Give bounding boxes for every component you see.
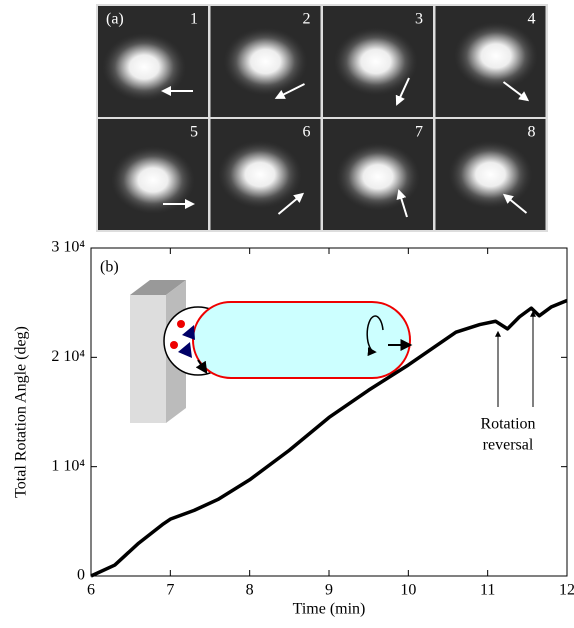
y-tick-label: 0 (77, 567, 85, 584)
motion-arrow (502, 193, 528, 214)
frame-number: 5 (190, 124, 198, 141)
annotation: reversal (483, 437, 534, 454)
x-axis-label: Time (min) (293, 601, 366, 618)
motion-arrow (277, 192, 305, 215)
cell-blob (336, 142, 420, 211)
x-tick-label: 11 (480, 582, 495, 599)
image-grid: 1 2 3 4 5 6 7 8 (a) (96, 4, 548, 232)
frame-number: 6 (303, 124, 311, 141)
x-tick-label: 6 (87, 582, 95, 599)
arrow (195, 359, 208, 374)
x-tick-label: 8 (246, 582, 254, 599)
cell-blob (454, 21, 538, 90)
x-tick-label: 10 (400, 582, 416, 599)
x-tick-label: 9 (325, 582, 333, 599)
y-tick-label: 1 10⁴ (51, 457, 85, 474)
triangle (182, 325, 195, 340)
x-tick-label: 7 (166, 582, 174, 599)
rotation-arrow (366, 315, 384, 357)
frame-number: 3 (415, 11, 423, 28)
cell-blob (448, 140, 533, 209)
frame-number: 7 (415, 124, 423, 141)
motion-arrow (274, 83, 305, 99)
cell-blob (333, 27, 418, 96)
motion-arrow (395, 77, 410, 106)
triangle (178, 342, 192, 358)
schematic (130, 280, 413, 423)
y-tick-label: 3 10⁴ (51, 239, 85, 256)
motion-arrow (396, 189, 408, 218)
panel-label: (a) (106, 11, 124, 28)
annotation: Rotation (480, 416, 535, 433)
x-tick-label: 12 (559, 582, 574, 599)
y-tick-label: 2 10⁴ (51, 348, 85, 365)
dot (177, 320, 185, 328)
data-line (90, 298, 568, 578)
frame-number: 2 (303, 11, 311, 28)
capsule (192, 301, 411, 379)
motion-arrow (502, 81, 530, 102)
wall-top (130, 280, 186, 295)
frame-number: 4 (528, 11, 536, 28)
panel-label: (b) (100, 259, 119, 276)
cell-blob (102, 33, 187, 102)
y-axis-label: Total Rotation Angle (deg) (13, 326, 30, 498)
cell-blob (218, 140, 302, 209)
wall-front (130, 295, 166, 423)
dot (170, 341, 178, 349)
frame-number: 1 (190, 11, 198, 28)
frame-number: 8 (528, 124, 536, 141)
cell-blob (111, 146, 195, 215)
cell-blob (223, 27, 308, 96)
